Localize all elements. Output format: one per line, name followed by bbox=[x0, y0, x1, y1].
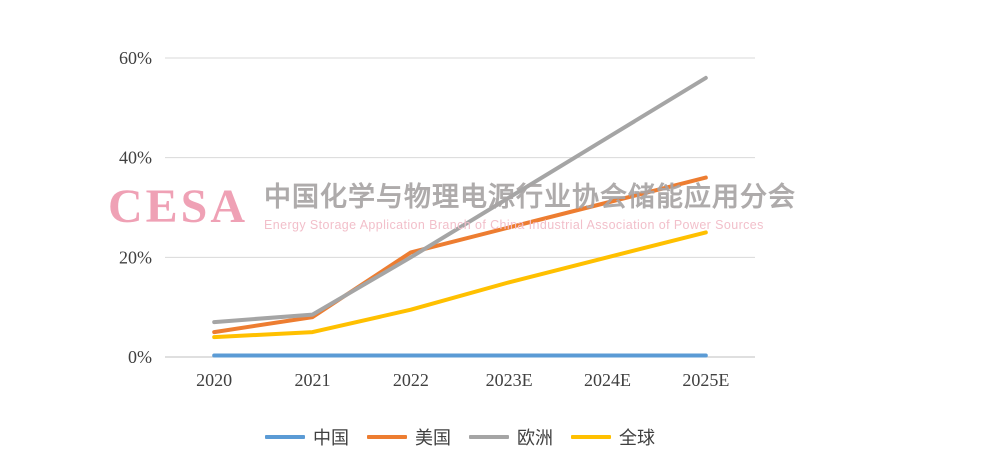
y-axis-tick-label: 0% bbox=[128, 347, 152, 367]
x-axis-tick-label: 2022 bbox=[393, 370, 429, 390]
legend-label: 中国 bbox=[313, 428, 349, 448]
legend-item-1: 美国 bbox=[367, 424, 451, 450]
legend-swatch bbox=[571, 435, 611, 439]
x-axis-tick-label: 2020 bbox=[196, 370, 232, 390]
legend-swatch bbox=[265, 435, 305, 439]
x-axis-tick-label: 2023E bbox=[486, 370, 533, 390]
x-axis-tick-label: 2021 bbox=[295, 370, 331, 390]
chart-legend: 中国 美国 欧洲 全球 bbox=[165, 424, 755, 450]
legend-label: 欧洲 bbox=[517, 428, 553, 448]
y-axis-tick-label: 20% bbox=[119, 247, 152, 267]
legend-item-3: 全球 bbox=[571, 424, 655, 450]
y-axis-tick-label: 40% bbox=[119, 148, 152, 168]
legend-label: 美国 bbox=[415, 428, 451, 448]
y-axis-tick-label: 60% bbox=[119, 48, 152, 68]
legend-swatch bbox=[469, 435, 509, 439]
series-line bbox=[212, 175, 708, 335]
series-line bbox=[212, 75, 708, 325]
legend-item-2: 欧洲 bbox=[469, 424, 553, 450]
series-line bbox=[212, 230, 708, 340]
x-axis-tick-label: 2024E bbox=[584, 370, 631, 390]
x-axis-tick-label: 2025E bbox=[682, 370, 729, 390]
legend-item-0: 中国 bbox=[265, 424, 349, 450]
legend-swatch bbox=[367, 435, 407, 439]
legend-label: 全球 bbox=[619, 428, 655, 448]
